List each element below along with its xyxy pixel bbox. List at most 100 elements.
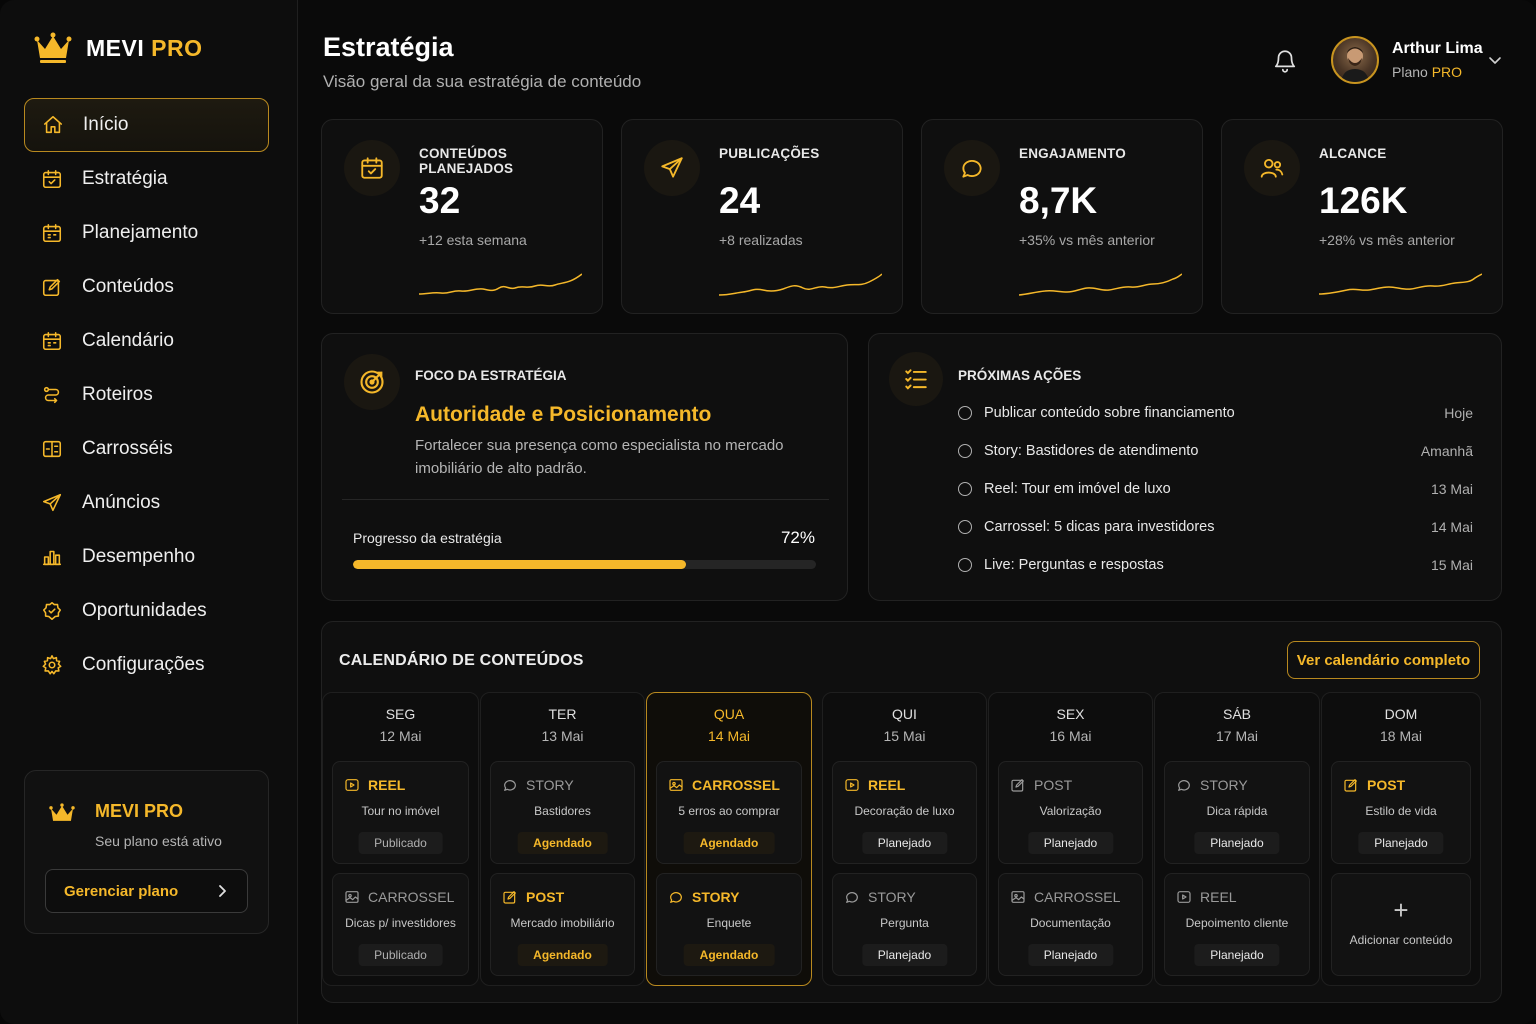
- content-tile[interactable]: REEL Tour no imóvel Publicado: [332, 761, 469, 864]
- content-tile[interactable]: CARROSSEL 5 erros ao comprar Agendado: [656, 761, 802, 864]
- stat-card: ENGAJAMENTO 8,7K +35% vs mês anterior: [921, 119, 1203, 314]
- sidebar-item-7[interactable]: Anúncios: [24, 476, 269, 530]
- day-name: SEX: [1056, 706, 1085, 722]
- content-type-label: STORY: [692, 889, 740, 905]
- content-tile[interactable]: STORY Bastidores Agendado: [490, 761, 635, 864]
- content-tile[interactable]: CARROSSEL Documentação Planejado: [998, 873, 1143, 976]
- status-badge: Planejado: [1027, 832, 1114, 854]
- content-title: Dica rápida: [1206, 804, 1268, 818]
- content-type: STORY: [1176, 777, 1248, 793]
- content-tile[interactable]: REEL Depoimento cliente Planejado: [1164, 873, 1310, 976]
- status-badge: Agendado: [517, 832, 608, 854]
- content-type: CARROSSEL: [1010, 889, 1120, 905]
- sidebar-item-5[interactable]: Roteiros: [24, 368, 269, 422]
- content-type: STORY: [668, 889, 739, 905]
- content-tile[interactable]: CARROSSEL Dicas p/ investidores Publicado: [332, 873, 469, 976]
- action-checkbox[interactable]: [958, 444, 972, 458]
- avatar[interactable]: [1331, 36, 1379, 84]
- sidebar-item-label: Desempenho: [82, 546, 196, 567]
- add-content-button[interactable]: + Adicionar conteúdo: [1331, 873, 1471, 976]
- action-item[interactable]: Carrossel: 5 dicas para investidores 14 M…: [958, 508, 1473, 546]
- action-item[interactable]: Story: Bastidores de atendimento Amanhã: [958, 432, 1473, 470]
- day-name: QUI: [892, 706, 917, 722]
- target-icon: [344, 354, 400, 410]
- content-tile[interactable]: REEL Decoração de luxo Planejado: [832, 761, 977, 864]
- content-tile[interactable]: STORY Enquete Agendado: [656, 873, 802, 976]
- user-plan: Plano PRO: [1392, 64, 1462, 80]
- content-tile[interactable]: POST Valorização Planejado: [998, 761, 1143, 864]
- image-icon: [669, 779, 683, 791]
- content-type-label: POST: [1367, 777, 1406, 793]
- chevron-right-icon: [219, 885, 226, 897]
- content-type-label: STORY: [868, 889, 916, 905]
- sidebar-item-10[interactable]: Configurações: [24, 638, 269, 692]
- action-text: Publicar conteúdo sobre financiamento: [984, 405, 1235, 421]
- focus-description: Fortalecer sua presença como especialist…: [415, 437, 784, 477]
- sidebar-item-0[interactable]: Início: [24, 98, 269, 152]
- calendar-day: TER 13 Mai STORY Bastidores Agendado POST Merc…: [480, 692, 645, 986]
- focus-label: FOCO DA ESTRATÉGIA: [415, 368, 567, 383]
- sidebar-item-1[interactable]: Estratégia: [24, 152, 269, 206]
- full-calendar-button[interactable]: Ver calendário completo: [1287, 641, 1480, 679]
- status-badge: Planejado: [1194, 832, 1280, 854]
- action-checkbox[interactable]: [958, 482, 972, 496]
- next-actions-card: PRÓXIMAS AÇÕES Publicar conteúdo sobre f…: [868, 333, 1502, 601]
- stat-value: 126K: [1319, 180, 1408, 221]
- brand-logo[interactable]: MEVI PRO: [34, 32, 202, 64]
- plan-subtitle: Seu plano está ativo: [95, 833, 222, 849]
- action-checkbox[interactable]: [958, 406, 972, 420]
- action-item[interactable]: Reel: Tour em imóvel de luxo 13 Mai: [958, 470, 1473, 508]
- day-date: 14 Mai: [707, 728, 751, 744]
- sidebar-item-label: Conteúdos: [82, 276, 174, 297]
- content-tile[interactable]: POST Mercado imobiliário Agendado: [490, 873, 635, 976]
- calendar-day: SÁB 17 Mai STORY Dica rápida Planejado REEL De…: [1154, 692, 1320, 986]
- sidebar-item-4[interactable]: Calendário: [24, 314, 269, 368]
- page-subtitle: Visão geral da sua estratégia de conteúd…: [323, 72, 642, 91]
- manage-plan-button[interactable]: Gerenciar plano: [45, 869, 248, 913]
- add-content-label: Adicionar conteúdo: [1349, 932, 1453, 947]
- user-plan-name: PRO: [1431, 64, 1463, 80]
- status-badge: Agendado: [683, 832, 775, 854]
- plan-title: MEVI PRO: [95, 801, 184, 821]
- day-date: 17 Mai: [1215, 728, 1259, 744]
- action-due: Amanhã: [1420, 443, 1473, 459]
- sidebar-item-3[interactable]: Conteúdos: [24, 260, 269, 314]
- action-text: Story: Bastidores de atendimento: [984, 443, 1199, 459]
- checklist-icon: [889, 352, 943, 406]
- user-name[interactable]: Arthur Lima: [1392, 40, 1483, 57]
- sparkline: [719, 273, 882, 296]
- brand-mevi: MEVI: [86, 34, 145, 61]
- sparkline: [1019, 273, 1182, 296]
- action-item[interactable]: Publicar conteúdo sobre financiamento Hoj…: [958, 394, 1473, 432]
- content-calendar-card: CALENDÁRIO DE CONTEÚDOS Ver calendário c…: [321, 621, 1502, 1003]
- chevron-down-icon[interactable]: [1487, 52, 1503, 68]
- stat-label: ALCANCE: [1319, 146, 1387, 161]
- bell-icon[interactable]: [1272, 48, 1298, 74]
- content-tile[interactable]: STORY Pergunta Planejado: [832, 873, 977, 976]
- calendar-icon: [40, 221, 64, 245]
- progress-fill: [353, 560, 687, 569]
- sidebar-item-8[interactable]: Desempenho: [24, 530, 269, 584]
- plan-card: MEVI PRO Seu plano está ativo Gerenciar …: [24, 770, 269, 934]
- badge-icon: [40, 599, 64, 623]
- stat-delta: +35% vs mês anterior: [1019, 232, 1155, 248]
- stat-label: PUBLICAÇÕES: [719, 146, 820, 161]
- sidebar-item-label: Carrosséis: [82, 438, 173, 459]
- sidebar-item-2[interactable]: Planejamento: [24, 206, 269, 260]
- carousel-icon: [40, 437, 64, 461]
- day-date: 12 Mai: [379, 728, 422, 744]
- action-checkbox[interactable]: [958, 520, 972, 534]
- sidebar-item-6[interactable]: Carrosséis: [24, 422, 269, 476]
- edit-icon: [40, 275, 64, 299]
- chat-icon: [670, 892, 682, 903]
- action-checkbox[interactable]: [958, 558, 972, 572]
- content-title: Estilo de vida: [1365, 804, 1437, 818]
- calendar-check-icon: [344, 140, 400, 196]
- content-type: STORY: [502, 777, 574, 793]
- stat-value: 24: [719, 180, 761, 221]
- sidebar-item-9[interactable]: Oportunidades: [24, 584, 269, 638]
- action-item[interactable]: Live: Perguntas e respostas 15 Mai: [958, 546, 1473, 584]
- content-tile[interactable]: POST Estilo de vida Planejado: [1331, 761, 1471, 864]
- stat-label: CONTEÚDOS PLANEJADOS: [419, 146, 514, 176]
- content-tile[interactable]: STORY Dica rápida Planejado: [1164, 761, 1310, 864]
